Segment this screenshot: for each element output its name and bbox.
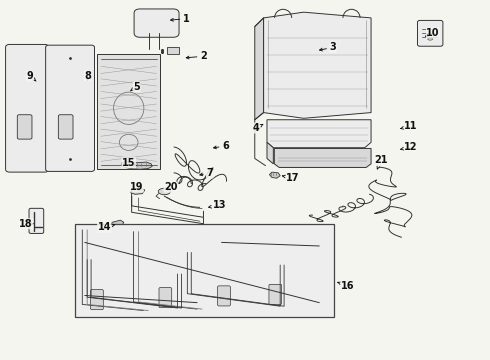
Text: 14: 14 <box>98 222 115 232</box>
FancyBboxPatch shape <box>46 45 95 171</box>
FancyBboxPatch shape <box>218 286 230 306</box>
Polygon shape <box>274 148 371 167</box>
Ellipse shape <box>158 188 171 195</box>
Ellipse shape <box>428 38 433 40</box>
Text: 2: 2 <box>186 51 207 61</box>
FancyBboxPatch shape <box>58 115 73 139</box>
FancyBboxPatch shape <box>134 9 179 37</box>
FancyBboxPatch shape <box>17 115 32 139</box>
Text: 8: 8 <box>84 71 91 81</box>
Text: 21: 21 <box>374 155 388 169</box>
Text: 5: 5 <box>130 82 140 92</box>
Polygon shape <box>111 220 124 227</box>
Polygon shape <box>267 120 371 148</box>
Text: 13: 13 <box>209 200 226 210</box>
Text: 9: 9 <box>26 71 36 81</box>
FancyBboxPatch shape <box>29 208 44 233</box>
Bar <box>167 46 179 54</box>
Text: 11: 11 <box>401 121 418 131</box>
Text: 20: 20 <box>164 182 177 192</box>
Polygon shape <box>122 161 152 169</box>
Bar <box>97 54 160 169</box>
Text: 15: 15 <box>122 158 136 168</box>
FancyBboxPatch shape <box>159 288 171 308</box>
Text: 16: 16 <box>338 281 354 291</box>
Text: 6: 6 <box>214 141 229 151</box>
FancyBboxPatch shape <box>417 21 443 46</box>
Polygon shape <box>264 12 371 118</box>
Text: 18: 18 <box>19 219 33 229</box>
Polygon shape <box>255 18 264 120</box>
FancyBboxPatch shape <box>269 284 282 305</box>
Polygon shape <box>270 172 280 178</box>
Polygon shape <box>267 142 273 164</box>
Text: 12: 12 <box>401 142 418 152</box>
Text: 4: 4 <box>253 123 263 133</box>
Text: 19: 19 <box>130 182 143 192</box>
FancyBboxPatch shape <box>5 44 49 172</box>
Text: 17: 17 <box>283 173 299 183</box>
Text: 3: 3 <box>319 42 336 52</box>
Polygon shape <box>75 225 334 317</box>
Polygon shape <box>130 188 145 194</box>
Text: 7: 7 <box>200 168 213 178</box>
Text: 10: 10 <box>426 28 440 38</box>
Text: 1: 1 <box>171 14 190 24</box>
FancyBboxPatch shape <box>91 289 103 310</box>
